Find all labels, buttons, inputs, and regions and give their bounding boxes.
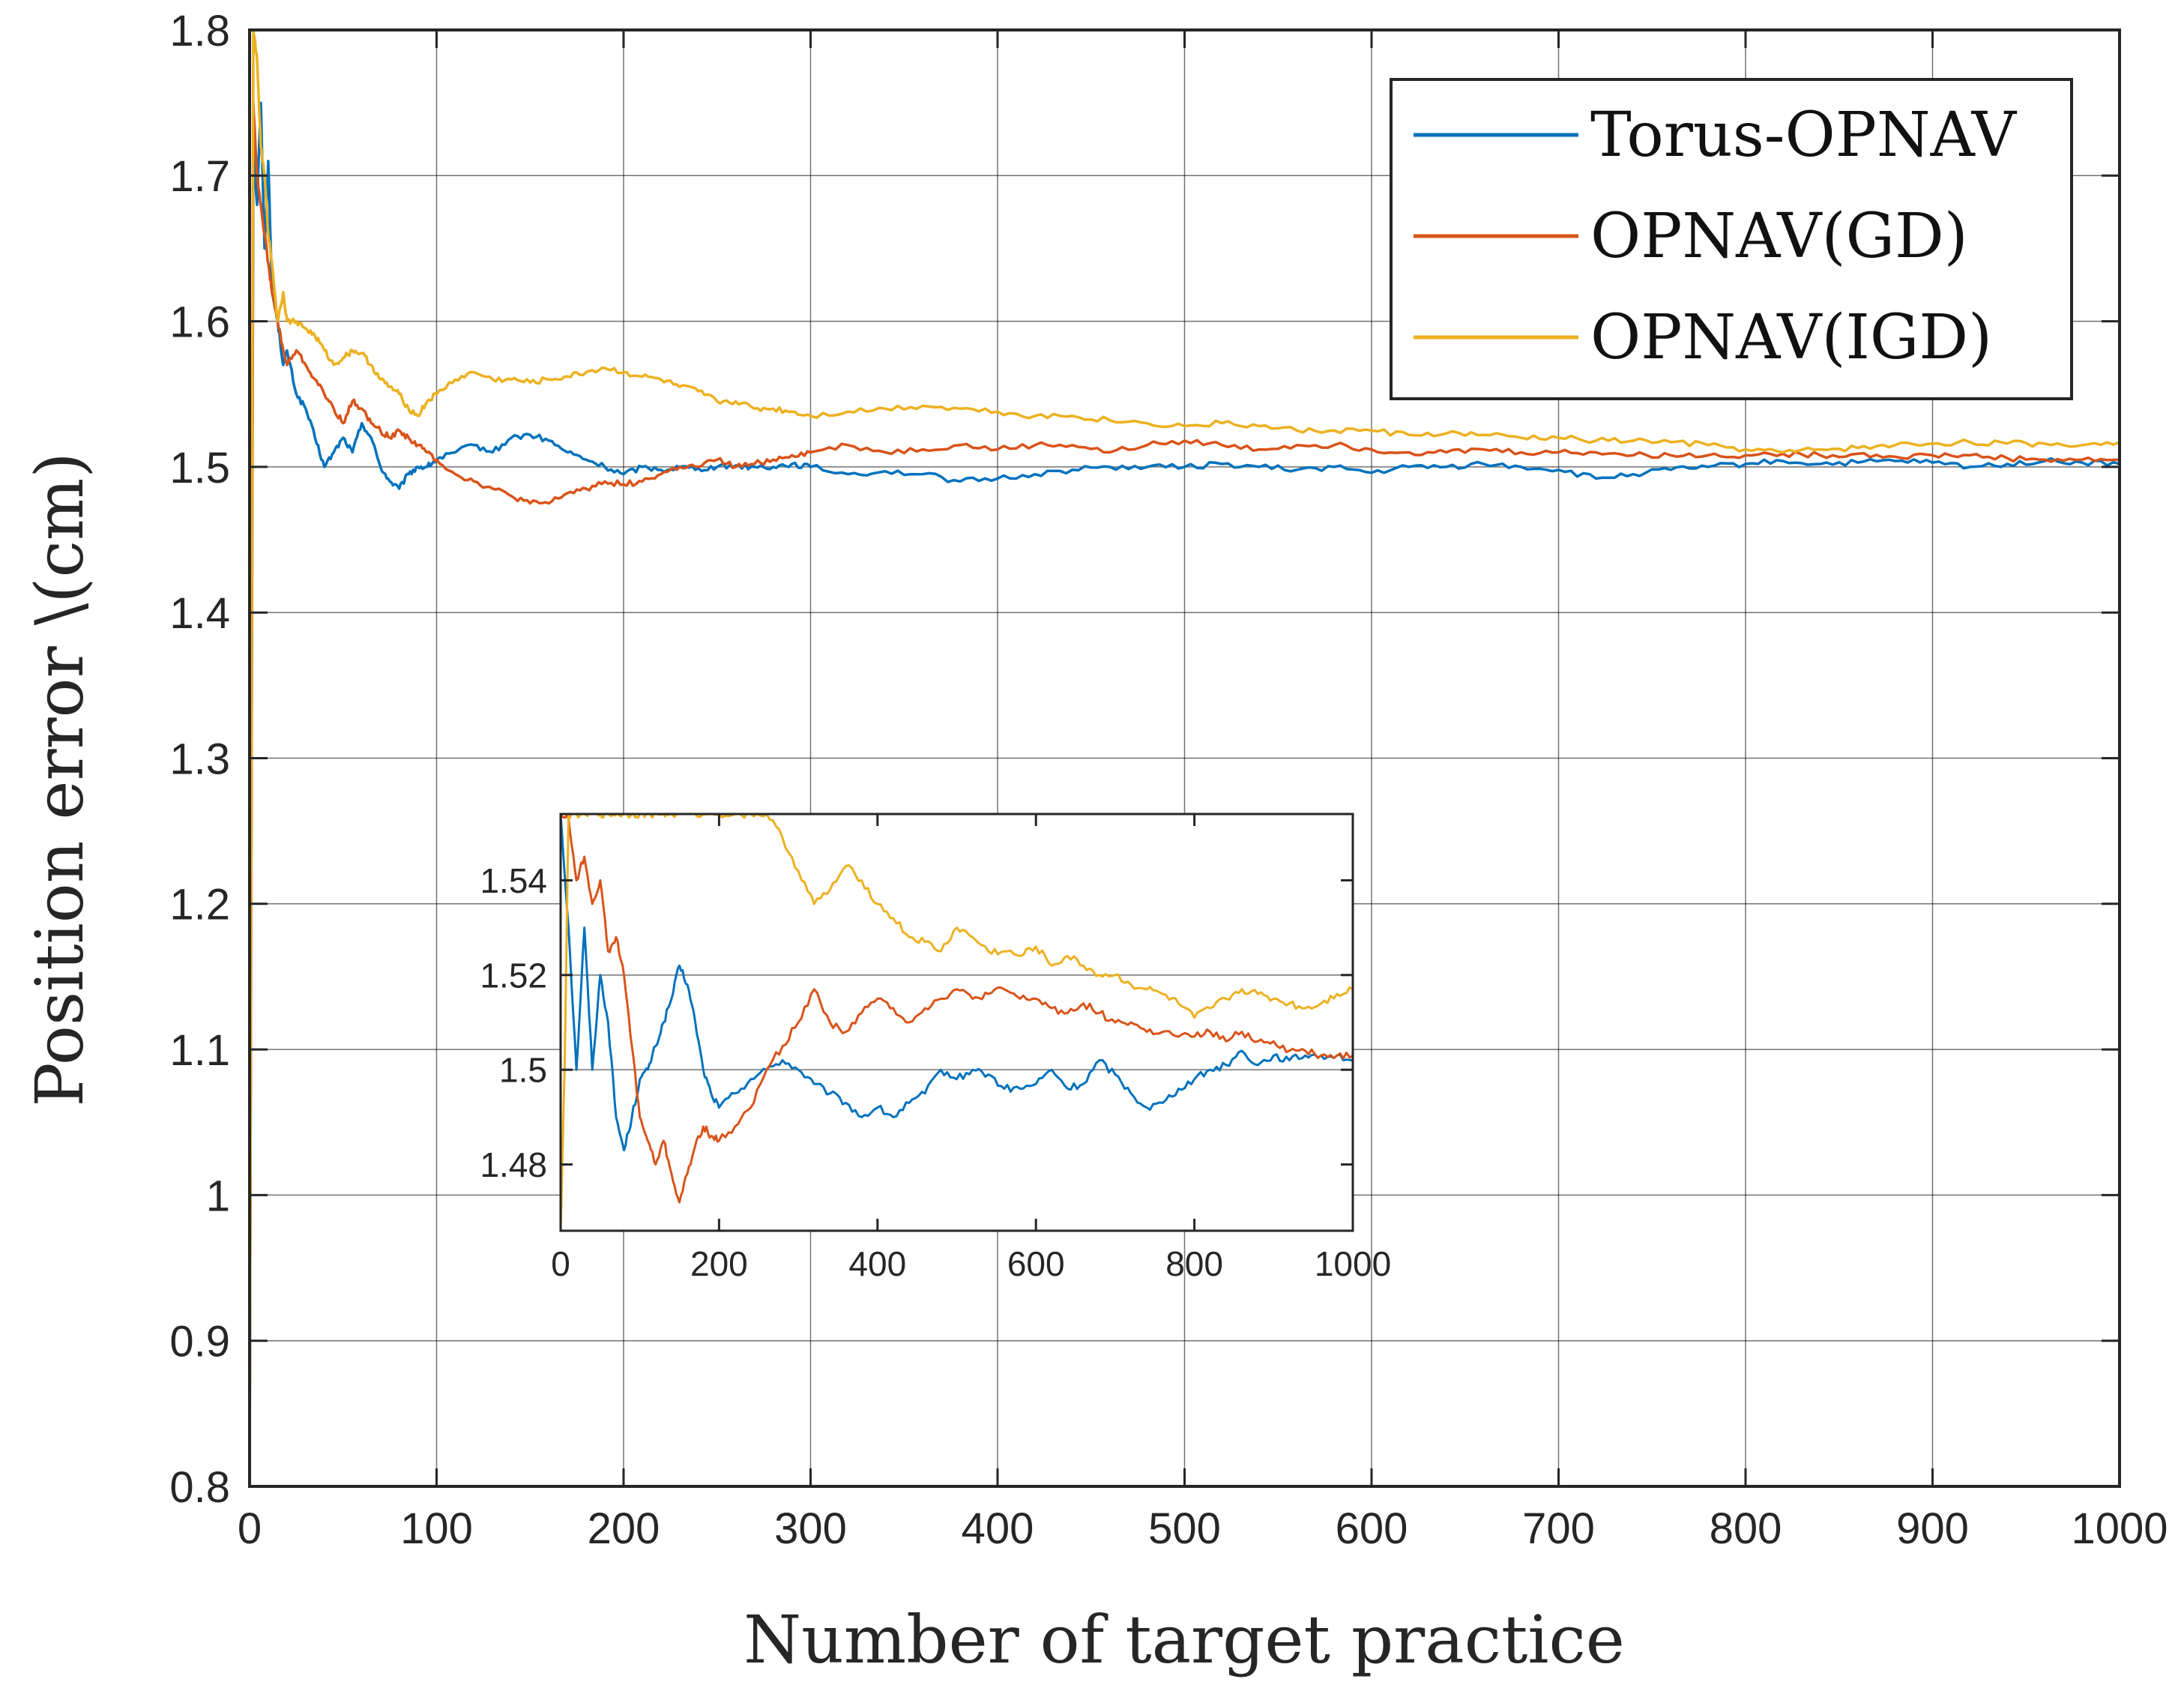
inset-axis-ticks <box>559 814 1354 1231</box>
main-axis-ticks <box>248 28 2121 1488</box>
inset-x-tick-labels: 0 200 400 600 800 1000 <box>551 1244 1391 1283</box>
y-tick-label: 1.1 <box>169 1026 230 1075</box>
inset-background <box>561 814 1353 1231</box>
inset-series-torus-opnav <box>561 814 1353 1152</box>
y-tick-label: 1.4 <box>169 589 230 638</box>
main-series-opnav-igd <box>250 30 2120 1486</box>
y-tick-label: 1.5 <box>169 444 230 492</box>
legend-label-torus-opnav: Torus-OPNAV <box>1590 100 2018 171</box>
x-tick-label: 800 <box>1710 1504 1782 1553</box>
y-tick-label: 1.8 <box>169 7 230 55</box>
legend-label-opnav-igd: OPNAV(IGD) <box>1590 302 1992 373</box>
inset-series-lines <box>561 814 1353 1231</box>
y-tick-label: 0.8 <box>169 1463 230 1512</box>
legend-box <box>1390 78 2073 400</box>
x-tick-label: 700 <box>1522 1504 1595 1553</box>
y-tick-label: 1.5 <box>499 1051 547 1090</box>
y-tick-label: 1.2 <box>169 881 230 929</box>
x-axis-label: Number of target practice <box>743 1601 1625 1678</box>
inset-series-opnav-igd <box>561 814 1353 1231</box>
main-series-lines <box>250 30 2120 1486</box>
x-tick-label: 0 <box>238 1504 262 1553</box>
inset-chart: 0 200 400 600 800 1000 1.48 1.5 1.52 1.54 <box>480 813 1391 1283</box>
x-tick-label: 0 <box>551 1244 570 1283</box>
x-tick-label: 800 <box>1165 1244 1223 1283</box>
y-tick-label: 1.3 <box>169 735 230 783</box>
x-tick-label: 200 <box>588 1504 660 1553</box>
y-tick-label: 1.48 <box>480 1145 547 1184</box>
x-tick-label: 500 <box>1148 1504 1221 1553</box>
x-tick-label: 400 <box>848 1244 906 1283</box>
y-tick-label: 0.9 <box>169 1318 230 1366</box>
legend: Torus-OPNAV OPNAV(GD) OPNAV(IGD) <box>1390 78 2073 400</box>
x-tick-label: 200 <box>690 1244 748 1283</box>
inset-y-tick-labels: 1.48 1.5 1.52 1.54 <box>480 861 547 1184</box>
y-tick-label: 1.54 <box>480 861 547 900</box>
main-x-tick-labels: 0 100 200 300 400 500 600 700 800 900 1000 <box>238 1504 2168 1553</box>
y-tick-label: 1.52 <box>480 956 547 995</box>
y-tick-label: 1 <box>206 1172 230 1220</box>
y-tick-label: 1.7 <box>169 152 230 201</box>
main-series-torus-opnav <box>250 101 2120 1486</box>
x-tick-label: 100 <box>400 1504 473 1553</box>
inset-plot-frame <box>559 813 1354 1232</box>
x-tick-label: 1000 <box>1315 1244 1391 1283</box>
x-tick-label: 600 <box>1007 1244 1065 1283</box>
x-tick-label: 1000 <box>2071 1504 2168 1553</box>
main-y-tick-labels: 0.8 0.9 1 1.1 1.2 1.3 1.4 1.5 1.6 1.7 1.8 <box>169 7 230 1512</box>
inset-series-opnav-gd <box>561 814 1353 1204</box>
x-tick-label: 600 <box>1336 1504 1408 1553</box>
x-tick-label: 400 <box>962 1504 1034 1553</box>
legend-label-opnav-gd: OPNAV(GD) <box>1590 201 1968 272</box>
main-series-opnav-gd <box>250 101 2120 1486</box>
y-axis-label: Position error \(cm) <box>21 452 98 1106</box>
x-tick-label: 900 <box>1896 1504 1969 1553</box>
x-tick-label: 300 <box>774 1504 847 1553</box>
y-tick-label: 1.6 <box>169 298 230 346</box>
